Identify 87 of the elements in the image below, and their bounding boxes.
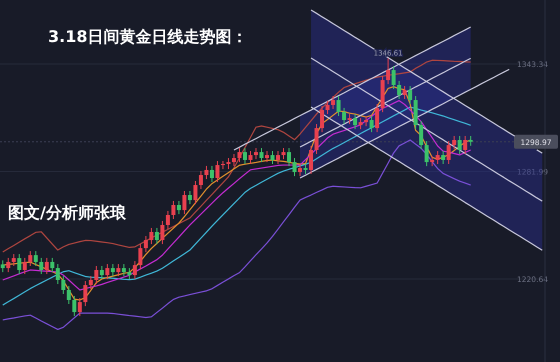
candlestick — [72, 295, 76, 317]
candlestick — [61, 275, 66, 295]
candlestick — [298, 164, 302, 177]
candlestick — [50, 257, 54, 273]
candlestick — [248, 150, 252, 165]
candlestick — [56, 264, 60, 285]
candlestick — [424, 140, 429, 167]
candlestick — [171, 200, 176, 220]
candlestick — [326, 100, 330, 115]
candlestick — [226, 158, 230, 170]
candlestick — [204, 165, 208, 180]
candlestick — [232, 154, 236, 167]
candlestick — [254, 148, 258, 160]
candlestick — [370, 115, 374, 133]
candlestick — [237, 148, 242, 163]
candlestick — [110, 264, 115, 277]
candlestick — [386, 58, 390, 85]
candlestick — [463, 135, 468, 155]
candlestick — [264, 150, 269, 163]
candlestick — [242, 148, 247, 165]
candlestick — [452, 135, 456, 150]
candlestick — [66, 285, 71, 305]
candlestick — [353, 114, 358, 130]
candlestick — [6, 257, 10, 273]
candlestick — [144, 236, 148, 253]
candlestick — [138, 244, 142, 270]
candlestick — [17, 254, 22, 275]
candlestick — [402, 86, 407, 100]
candlestick — [375, 104, 380, 133]
candlestick — [215, 160, 220, 183]
candlestick — [154, 227, 159, 245]
candlestick — [44, 257, 49, 275]
candlestick — [132, 260, 137, 280]
annotation: 图文/分析师张琅 — [8, 203, 127, 222]
candlestick — [100, 265, 104, 280]
candlestick — [419, 120, 424, 150]
candlestick — [94, 265, 98, 285]
candlestick — [342, 107, 346, 125]
candlestick — [408, 86, 412, 105]
candlestick — [292, 158, 297, 177]
candlestick — [331, 96, 336, 110]
candlestick — [336, 96, 341, 116]
candlestick — [304, 164, 308, 174]
candlestick — [314, 124, 319, 155]
candlestick — [276, 150, 280, 165]
candlestick — [468, 135, 473, 146]
candlestick — [198, 170, 203, 190]
candlestick — [0, 260, 5, 273]
candlestick — [446, 140, 451, 165]
candlestick — [88, 275, 93, 290]
candlestick — [358, 118, 363, 130]
candlestick — [160, 220, 164, 245]
candlestick — [12, 254, 16, 266]
candlestick — [78, 298, 82, 317]
candlestick — [149, 227, 154, 245]
candlestick — [182, 190, 186, 215]
line-series — [2, 139, 472, 330]
candlestick — [392, 66, 396, 90]
candlestick — [259, 148, 264, 163]
candlestick — [364, 115, 368, 127]
candlestick — [430, 155, 434, 167]
candlestick — [309, 145, 314, 174]
candlestick — [348, 114, 352, 125]
candlestick — [441, 150, 446, 165]
candlestick — [83, 280, 88, 307]
candlestick — [270, 150, 274, 165]
candlestick — [166, 210, 170, 230]
candlestick — [116, 264, 120, 277]
candlestick — [397, 80, 402, 100]
candlestick — [127, 268, 132, 280]
candlestick — [122, 264, 126, 277]
candlestick — [28, 250, 32, 266]
text: 3.18日间黄金日线走势图： — [48, 27, 248, 46]
candlestick — [210, 165, 214, 183]
candlestick — [188, 190, 192, 205]
candlestick — [436, 150, 440, 165]
candlestick — [39, 257, 44, 275]
candlestick — [282, 148, 286, 160]
candlestick — [34, 250, 38, 266]
line-series — [2, 60, 472, 253]
candlestick — [458, 135, 462, 155]
candlestick — [193, 180, 198, 205]
candlestick — [176, 200, 181, 215]
candlestick — [287, 148, 292, 167]
candlestick — [22, 257, 27, 275]
candlestick — [320, 106, 324, 133]
candlestick — [105, 264, 110, 280]
